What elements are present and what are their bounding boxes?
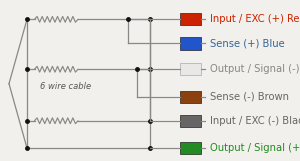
Text: Input / EXC (+) Red: Input / EXC (+) Red xyxy=(210,14,300,24)
Text: Input / EXC (-) Black: Input / EXC (-) Black xyxy=(210,116,300,126)
Text: Output / Signal (-) white: Output / Signal (-) white xyxy=(210,64,300,74)
Text: Sense (-) Brown: Sense (-) Brown xyxy=(210,92,289,102)
Bar xyxy=(180,38,201,50)
Text: 6 wire cable: 6 wire cable xyxy=(40,82,92,91)
Bar xyxy=(180,115,201,127)
Text: Sense (+) Blue: Sense (+) Blue xyxy=(210,38,285,48)
Text: Output / Signal (+) Green: Output / Signal (+) Green xyxy=(210,143,300,153)
Bar xyxy=(180,142,201,154)
Bar xyxy=(180,90,201,103)
Bar xyxy=(180,63,201,75)
Bar xyxy=(180,13,201,25)
